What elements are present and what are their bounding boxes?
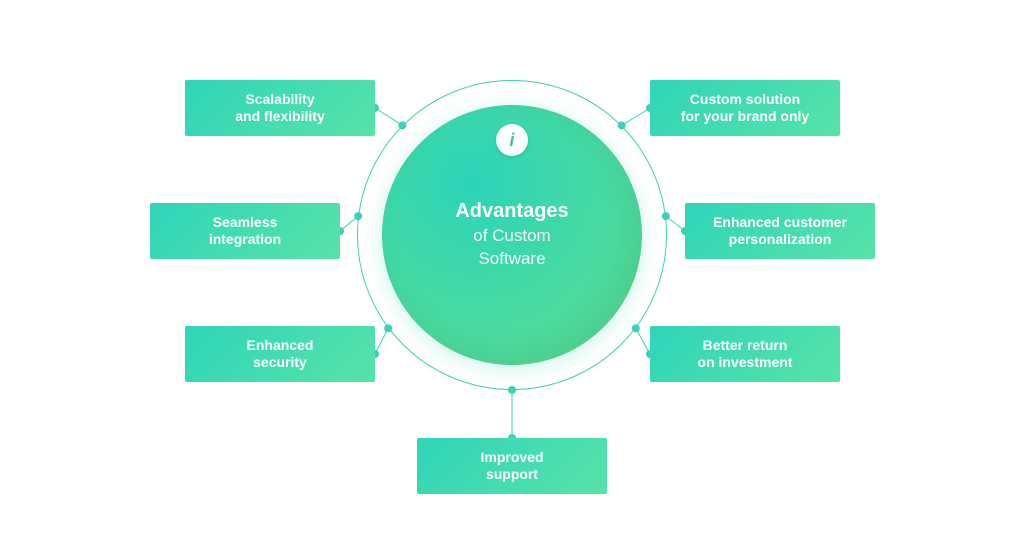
node-label: Improved support [480, 449, 543, 484]
node-label-line-2: personalization [729, 231, 832, 247]
node-label-line-1: Enhanced customer [713, 214, 847, 230]
node-label-line-1: Scalability [245, 91, 314, 107]
diagram-canvas: i Advantages of Custom Software Scalabil… [0, 0, 1024, 535]
logo-badge: i [496, 124, 528, 156]
node-label-line-2: for your brand only [681, 108, 809, 124]
center-title: Advantages [455, 200, 568, 223]
node-label: Seamless integration [209, 214, 281, 249]
node-label-line-1: Custom solution [690, 91, 800, 107]
node-scalability: Scalability and flexibility [185, 80, 375, 136]
node-label-line-1: Enhanced [247, 337, 314, 353]
node-label-line-2: and flexibility [235, 108, 324, 124]
center-subtitle-line-2: Software [478, 249, 545, 268]
node-label: Enhanced customer personalization [713, 214, 847, 249]
node-label: Enhanced security [247, 337, 314, 372]
node-label-line-2: support [486, 466, 538, 482]
node-label-line-2: security [253, 354, 307, 370]
node-seamless-integration: Seamless integration [150, 203, 340, 259]
node-label: Better return on investment [698, 337, 793, 372]
node-label-line-1: Seamless [213, 214, 278, 230]
node-label: Custom solution for your brand only [681, 91, 809, 126]
logo-icon: i [509, 130, 514, 151]
node-label: Scalability and flexibility [235, 91, 324, 126]
node-label-line-2: integration [209, 231, 281, 247]
node-personalization: Enhanced customer personalization [685, 203, 875, 259]
node-improved-support: Improved support [417, 438, 607, 494]
center-subtitle-line-1: of Custom [473, 226, 550, 245]
node-label-line-2: on investment [698, 354, 793, 370]
node-enhanced-security: Enhanced security [185, 326, 375, 382]
node-better-roi: Better return on investment [650, 326, 840, 382]
center-circle: i Advantages of Custom Software [382, 105, 642, 365]
center-subtitle: of Custom Software [473, 225, 550, 269]
node-custom-solution: Custom solution for your brand only [650, 80, 840, 136]
node-label-line-1: Improved [480, 449, 543, 465]
node-label-line-1: Better return [703, 337, 788, 353]
